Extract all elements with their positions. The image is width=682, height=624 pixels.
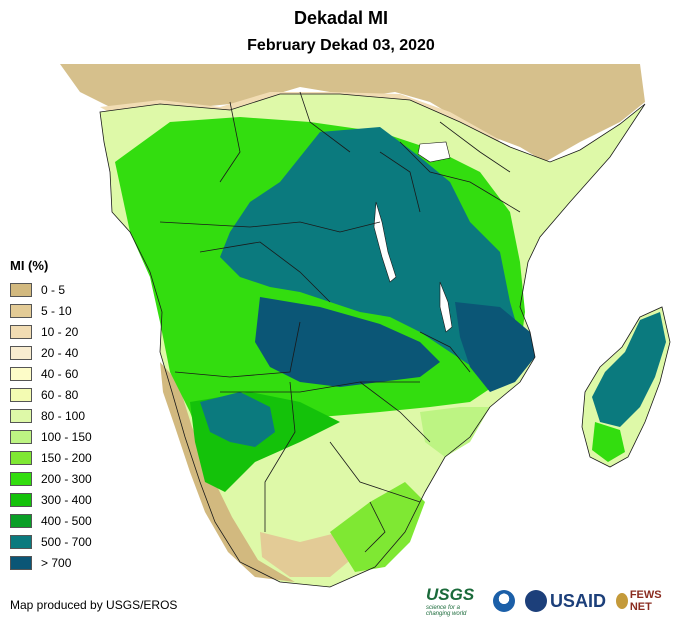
legend-item: > 700 bbox=[10, 552, 92, 573]
legend-label: 100 - 150 bbox=[41, 429, 92, 444]
legend-item: 100 - 150 bbox=[10, 426, 92, 447]
usaid-logo: USAID bbox=[524, 590, 606, 612]
legend-swatch bbox=[10, 450, 32, 465]
legend-swatch bbox=[10, 408, 32, 423]
usaid-logo-text: USAID bbox=[549, 590, 606, 611]
east-wet-zone bbox=[455, 302, 535, 392]
legend-item: 60 - 80 bbox=[10, 384, 92, 405]
legend-label: 20 - 40 bbox=[41, 345, 79, 360]
fews-net-logo: FEWS NET bbox=[615, 589, 672, 613]
country-borders bbox=[99, 91, 646, 588]
fews-net-emblem-icon bbox=[615, 593, 628, 609]
madagascar-green bbox=[592, 422, 625, 462]
legend-swatch bbox=[10, 345, 32, 360]
legend-item: 0 - 5 bbox=[10, 279, 92, 300]
legend-label: 200 - 300 bbox=[41, 471, 92, 486]
legend-item: 80 - 100 bbox=[10, 405, 92, 426]
legend-item: 40 - 60 bbox=[10, 363, 92, 384]
legend-swatch bbox=[10, 534, 32, 549]
east-green bbox=[420, 407, 490, 457]
legend-swatch bbox=[10, 492, 32, 507]
map-subtitle: February Dekad 03, 2020 bbox=[247, 37, 435, 54]
legend-item: 10 - 20 bbox=[10, 321, 92, 342]
usaid-seal-icon bbox=[524, 590, 547, 612]
legend-label: 400 - 500 bbox=[41, 513, 92, 528]
legend-label: 80 - 100 bbox=[41, 408, 86, 423]
legend-swatch bbox=[10, 324, 32, 339]
zambia-wet-zone bbox=[255, 297, 440, 387]
legend-label: 40 - 60 bbox=[41, 366, 79, 381]
legend: MI (%) 0 - 5 5 - 10 10 - 20 20 - 40 40 - 60 6… bbox=[10, 258, 92, 573]
legend-item: 300 - 400 bbox=[10, 489, 92, 510]
legend-swatch bbox=[10, 387, 32, 402]
legend-label: 10 - 20 bbox=[41, 324, 79, 339]
usgs-tagline: science for a changing world bbox=[426, 605, 467, 617]
legend-swatch bbox=[10, 471, 32, 486]
fews-net-logo-text: FEWS NET bbox=[629, 589, 662, 613]
legend-swatch bbox=[10, 366, 32, 381]
legend-label: 5 - 10 bbox=[41, 303, 72, 318]
usgs-logo-text: USGS bbox=[426, 585, 475, 604]
northern-dry-zone bbox=[60, 64, 645, 162]
kalahari-dry-zone bbox=[260, 532, 360, 577]
map-title: Dekadal MI bbox=[293, 8, 389, 28]
legend-item: 400 - 500 bbox=[10, 510, 92, 531]
madagascar-wet-zone bbox=[592, 312, 666, 427]
legend-item: 200 - 300 bbox=[10, 468, 92, 489]
legend-label: 150 - 200 bbox=[41, 450, 92, 465]
namib-dry-zone bbox=[160, 362, 295, 582]
legend-item: 5 - 10 bbox=[10, 300, 92, 321]
legend-swatch bbox=[10, 429, 32, 444]
legend-label: 500 - 700 bbox=[41, 534, 92, 549]
noaa-emblem-icon bbox=[492, 590, 515, 612]
lake-victoria bbox=[417, 141, 451, 163]
legend-swatch bbox=[10, 513, 32, 528]
legend-item: 500 - 700 bbox=[10, 531, 92, 552]
lake-malawi bbox=[439, 281, 453, 333]
logo-strip: USGS science for a changing world USAID … bbox=[426, 585, 682, 617]
legend-label: > 700 bbox=[41, 555, 72, 570]
legend-item: 150 - 200 bbox=[10, 447, 92, 468]
moisture-index-map bbox=[60, 64, 671, 588]
legend-label: 60 - 80 bbox=[41, 387, 79, 402]
angola-wet-zone bbox=[200, 392, 275, 447]
legend-swatch bbox=[10, 303, 32, 318]
legend-swatch bbox=[10, 282, 32, 297]
southeast-green bbox=[330, 482, 425, 572]
legend-item: 20 - 40 bbox=[10, 342, 92, 363]
noaa-logo bbox=[492, 590, 515, 612]
legend-title: MI (%) bbox=[10, 258, 49, 273]
usgs-logo: USGS science for a changing world bbox=[426, 585, 483, 617]
legend-swatch bbox=[10, 555, 32, 570]
legend-label: 300 - 400 bbox=[41, 492, 92, 507]
credit-text: Map produced by USGS/EROS bbox=[10, 598, 178, 612]
legend-label: 0 - 5 bbox=[41, 282, 66, 297]
